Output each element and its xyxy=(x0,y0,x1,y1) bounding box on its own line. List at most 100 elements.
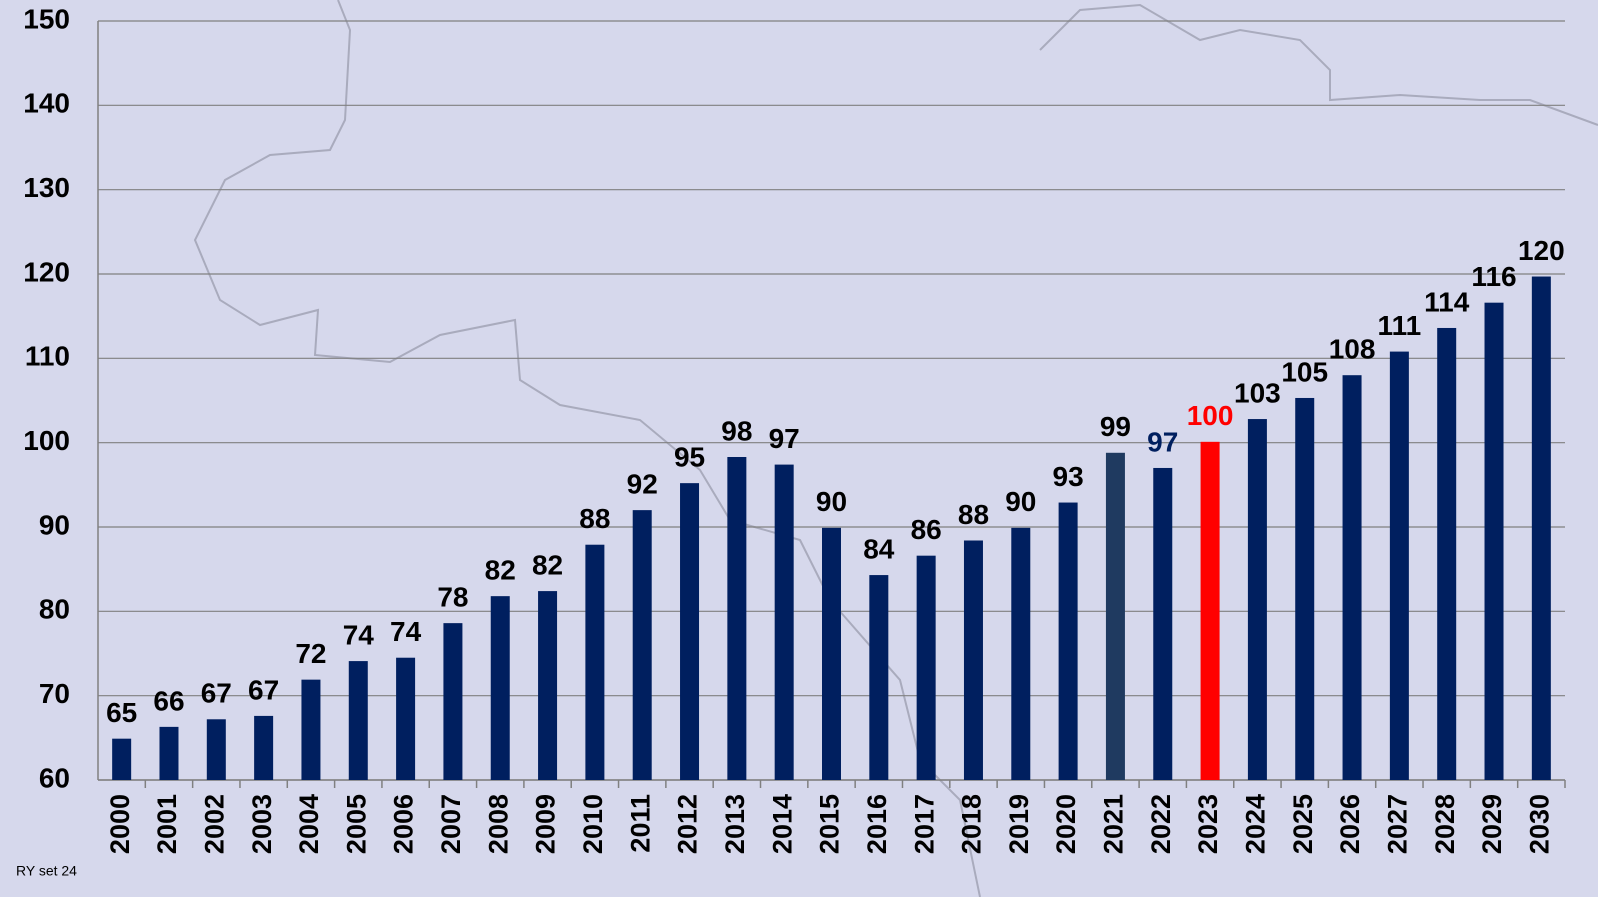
bar xyxy=(112,738,132,780)
value-label: 82 xyxy=(485,555,516,586)
footnote: RY set 24 xyxy=(16,863,77,879)
bar xyxy=(680,483,700,780)
x-tick-label: 2019 xyxy=(1004,794,1034,854)
value-label: 93 xyxy=(1053,461,1084,492)
bar xyxy=(1484,302,1504,780)
y-tick-label: 110 xyxy=(25,341,70,372)
value-label: 84 xyxy=(863,533,895,564)
x-tick-label: 2008 xyxy=(483,794,513,854)
x-tick-label: 2016 xyxy=(862,794,892,854)
bar xyxy=(774,464,794,780)
value-label: 108 xyxy=(1329,334,1376,365)
x-tick-label: 2007 xyxy=(436,794,466,854)
y-tick-label: 140 xyxy=(23,88,70,119)
x-tick-label: 2000 xyxy=(105,794,135,854)
x-tick-label: 2005 xyxy=(341,794,371,854)
value-label: 88 xyxy=(958,499,989,530)
bar xyxy=(963,540,983,780)
bar xyxy=(1389,351,1409,780)
value-label: 98 xyxy=(721,415,752,446)
value-label: 105 xyxy=(1281,356,1328,387)
value-label: 92 xyxy=(627,469,658,500)
value-label: 99 xyxy=(1100,411,1131,442)
bar xyxy=(727,457,747,780)
x-tick-label: 2012 xyxy=(673,794,703,854)
x-tick-label: 2006 xyxy=(389,794,419,854)
x-tick-label: 2027 xyxy=(1382,794,1412,854)
bar xyxy=(916,555,936,780)
bar xyxy=(396,657,416,780)
value-label: 78 xyxy=(437,582,468,613)
x-tick-label: 2013 xyxy=(720,794,750,854)
value-label: 90 xyxy=(816,486,847,517)
x-tick-label: 2022 xyxy=(1146,794,1176,854)
x-tick-label: 2028 xyxy=(1430,794,1460,854)
value-label: 67 xyxy=(248,674,279,705)
bar xyxy=(1153,467,1173,780)
y-tick-label: 150 xyxy=(23,3,70,34)
map-outline xyxy=(1039,3,1598,126)
value-label: 82 xyxy=(532,549,563,580)
x-tick-label: 2024 xyxy=(1241,794,1271,854)
bar xyxy=(822,527,841,780)
x-tick-label: 2010 xyxy=(578,794,608,854)
x-tick-label: 2026 xyxy=(1335,794,1365,854)
x-tick-label: 2021 xyxy=(1099,794,1129,854)
bar xyxy=(443,623,463,780)
y-tick-label: 90 xyxy=(39,509,70,540)
x-tick-label: 2002 xyxy=(199,794,229,854)
x-tick-label: 2029 xyxy=(1477,794,1507,854)
x-tick-label: 2014 xyxy=(767,794,797,854)
y-tick-label: 60 xyxy=(39,762,70,793)
x-tick-label: 2015 xyxy=(815,794,845,854)
value-label: 72 xyxy=(295,638,326,669)
y-tick-label: 80 xyxy=(39,594,70,625)
bar xyxy=(301,679,321,780)
value-label: 116 xyxy=(1471,261,1516,292)
bar xyxy=(1058,502,1078,780)
bar xyxy=(1437,327,1457,780)
bar xyxy=(206,719,226,780)
value-label: 90 xyxy=(1005,486,1036,517)
value-label: 74 xyxy=(390,616,422,647)
x-tick-label: 2017 xyxy=(909,794,939,854)
bar xyxy=(632,510,652,780)
value-label: 74 xyxy=(343,619,375,650)
value-label: 88 xyxy=(579,503,610,534)
bar xyxy=(1011,527,1031,780)
bar xyxy=(1531,276,1551,780)
bar xyxy=(585,544,605,780)
value-label: 100 xyxy=(1187,400,1234,431)
value-label: 97 xyxy=(769,423,800,454)
value-label: 86 xyxy=(911,514,942,545)
bar xyxy=(159,726,179,780)
value-label: 65 xyxy=(106,697,137,728)
value-label: 120 xyxy=(1518,235,1565,266)
bar xyxy=(538,591,558,780)
x-tick-label: 2011 xyxy=(625,794,655,853)
x-tick-label: 2018 xyxy=(957,794,987,854)
y-tick-label: 120 xyxy=(23,256,70,287)
x-tick-label: 2025 xyxy=(1288,794,1318,854)
bar xyxy=(1200,441,1220,780)
x-tick-label: 2001 xyxy=(152,794,182,854)
y-tick-label: 100 xyxy=(23,425,70,456)
bar xyxy=(254,715,274,780)
value-label: 103 xyxy=(1234,377,1281,408)
bar xyxy=(869,575,889,780)
value-label: 111 xyxy=(1378,310,1422,341)
x-tick-label: 2004 xyxy=(294,794,324,854)
bar xyxy=(1247,419,1267,780)
value-label: 114 xyxy=(1424,286,1470,317)
x-tick-label: 2009 xyxy=(531,794,561,854)
value-label: 95 xyxy=(674,442,705,473)
x-tick-label: 2023 xyxy=(1193,794,1223,854)
value-label: 67 xyxy=(201,678,232,709)
value-label: 66 xyxy=(153,685,184,716)
x-tick-label: 2020 xyxy=(1051,794,1081,854)
bar xyxy=(1342,375,1362,780)
bar xyxy=(348,661,368,780)
x-tick-label: 2030 xyxy=(1524,794,1554,854)
bar xyxy=(1105,452,1125,780)
